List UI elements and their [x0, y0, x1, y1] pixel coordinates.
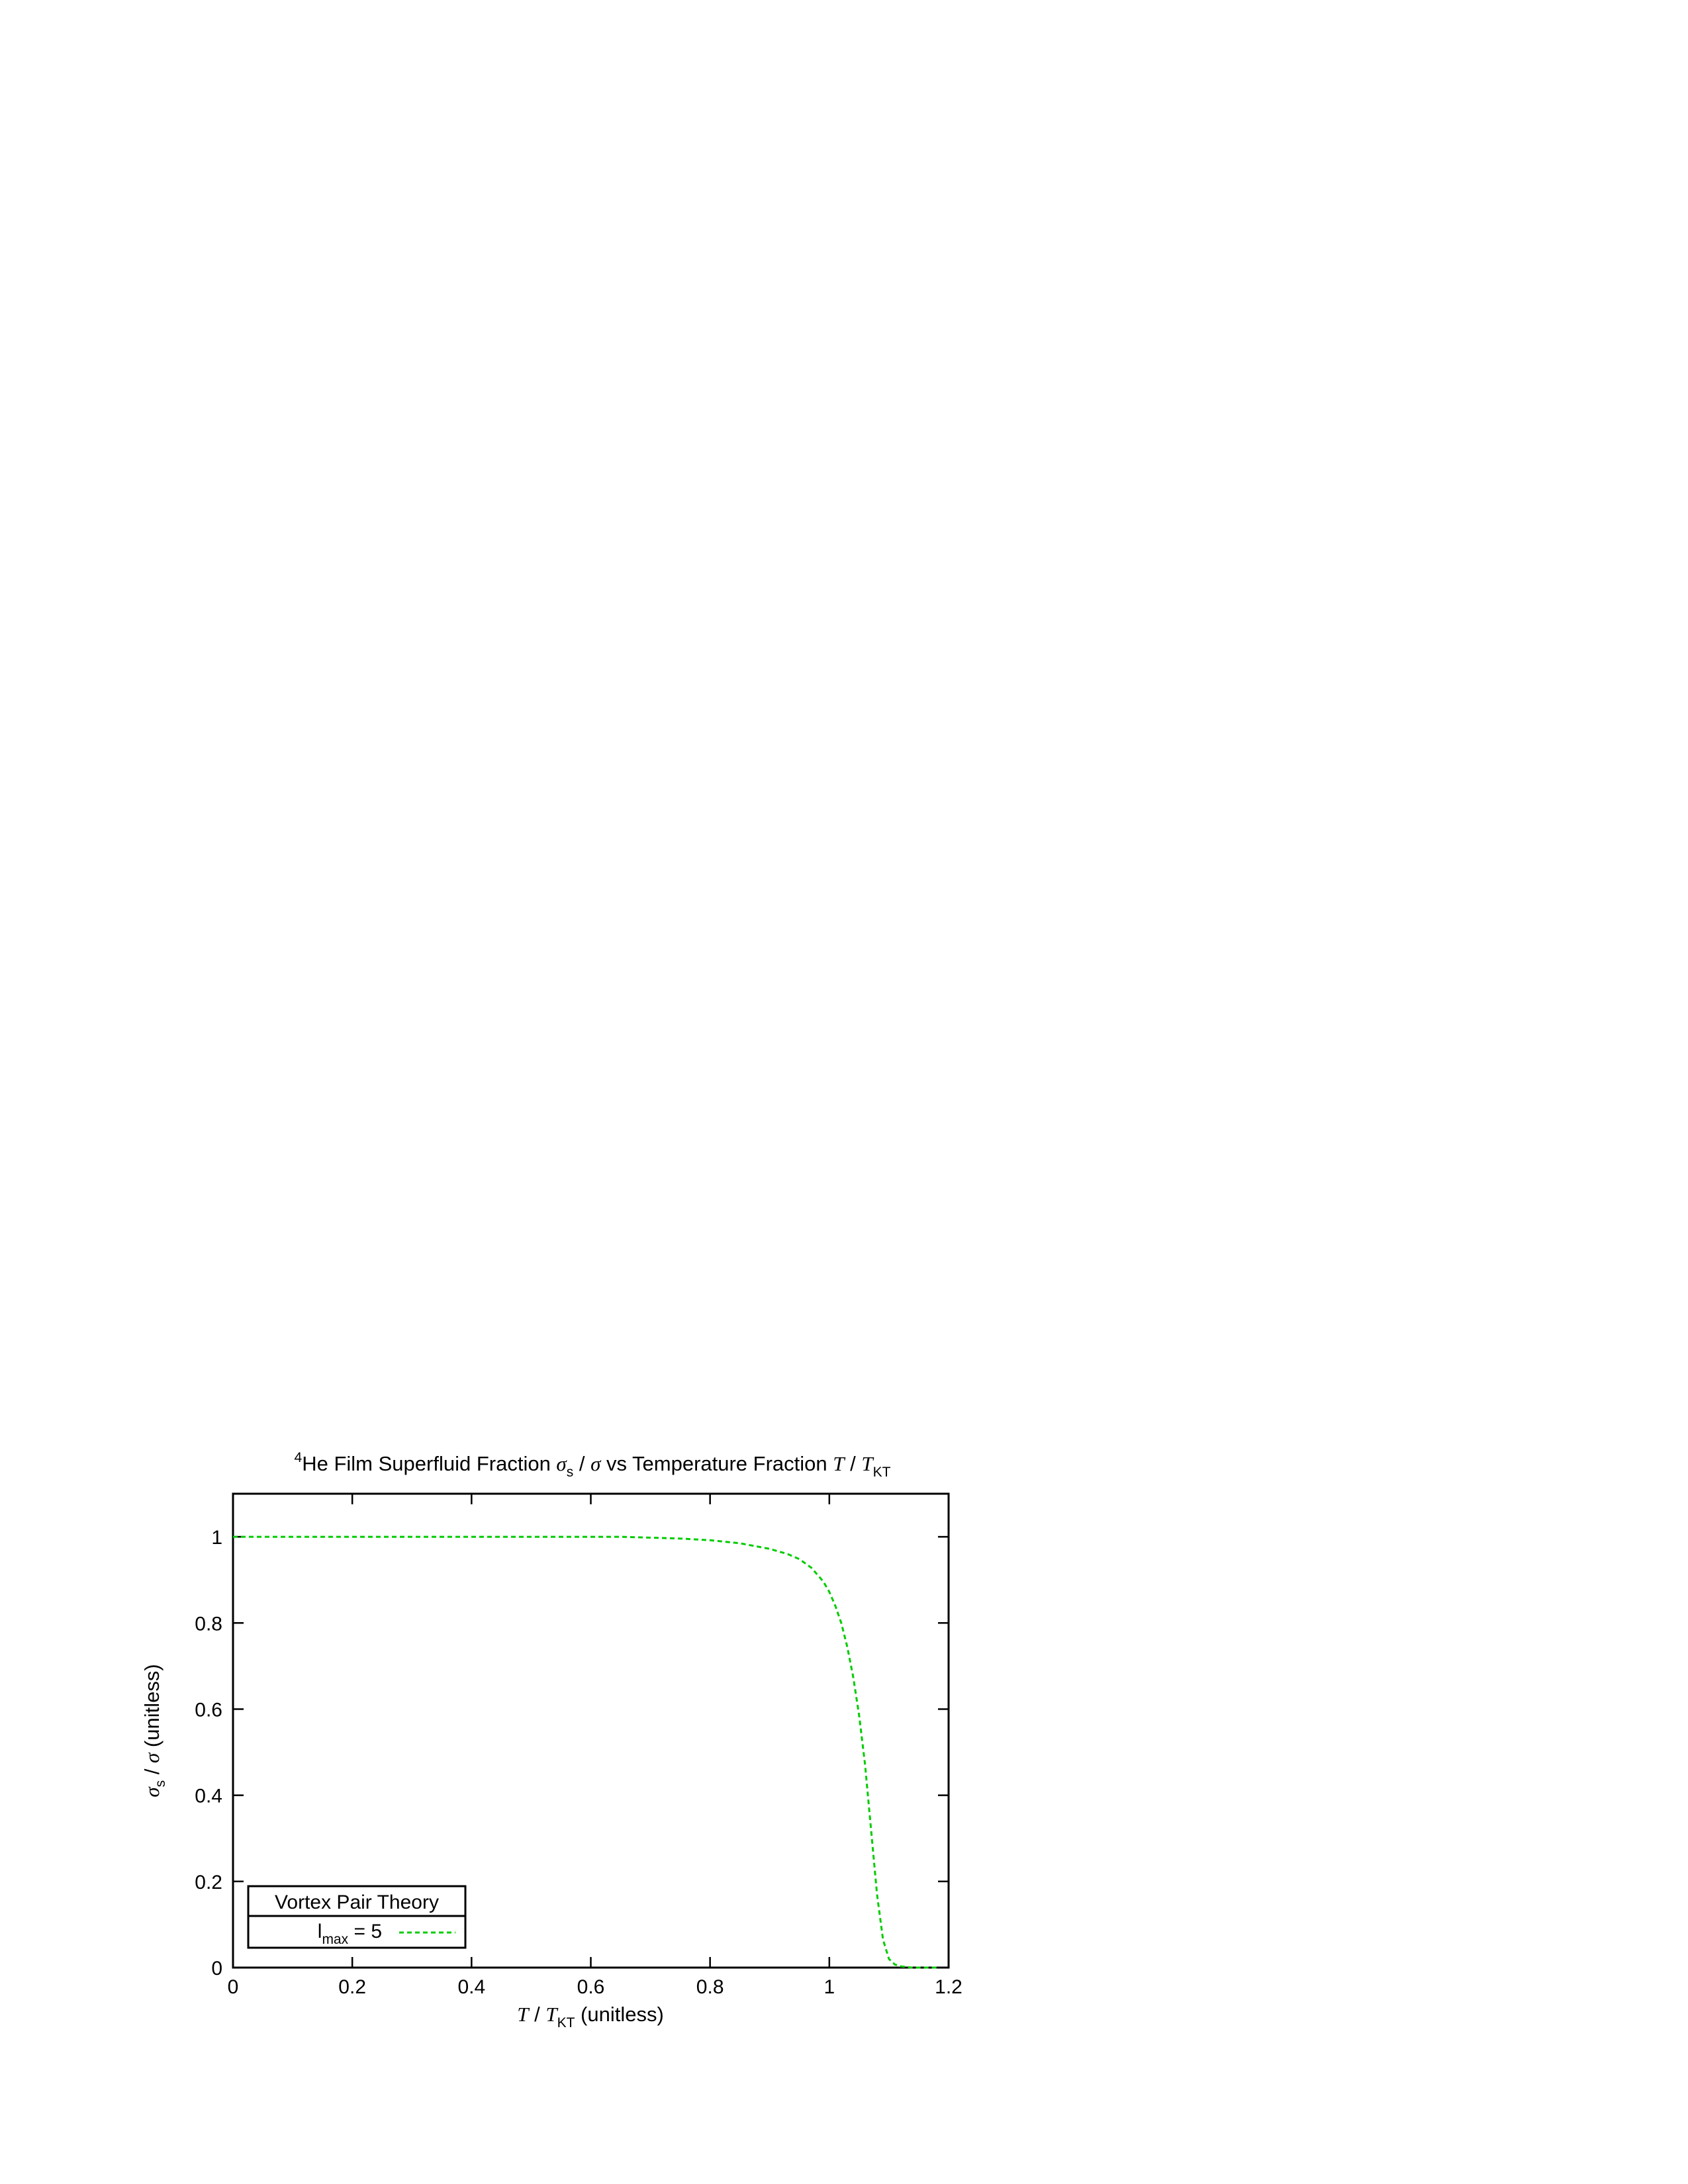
title-part4: /: [845, 1452, 862, 1475]
title-T2: T: [861, 1452, 874, 1475]
legend-label-main: l: [318, 1921, 322, 1942]
title-sup: 4: [295, 1450, 303, 1465]
x-tick-label: 0.8: [696, 1976, 724, 1998]
legend-title: Vortex Pair Theory: [275, 1891, 439, 1913]
x-axis-label: T / TKT (unitless): [517, 2003, 664, 2030]
title-sigma: σ: [556, 1452, 567, 1475]
title-T: T: [833, 1452, 846, 1475]
x-tick-label: 0.2: [338, 1976, 366, 1998]
y-tick-label: 0.8: [195, 1613, 222, 1635]
y-axis-ticks: 0 0.2 0.4 0.6 0.8 1: [195, 1527, 949, 1979]
title-part2: /: [573, 1452, 590, 1475]
title-sigma-sub: s: [567, 1465, 574, 1480]
title-sigma2: σ: [590, 1452, 602, 1475]
x-tick-label: 1.2: [935, 1976, 962, 1998]
legend: Vortex Pair Theory lmax = 5: [247, 1885, 467, 1949]
x-tick-label: 0.6: [577, 1976, 605, 1998]
title-T2-sub: KT: [873, 1465, 891, 1480]
legend-entry-label: lmax = 5: [318, 1921, 382, 1947]
chart-title: 4He Film Superfluid Fraction σs / σ vs T…: [295, 1450, 891, 1480]
x-tick-label: 1: [823, 1976, 835, 1998]
legend-label-sub: max: [322, 1932, 348, 1947]
legend-label-rest: = 5: [348, 1921, 382, 1942]
xlabel-sub: KT: [557, 2015, 575, 2030]
ylabel-slash: /: [140, 1763, 164, 1780]
x-tick-label: 0.4: [457, 1976, 485, 1998]
xlabel-T: T: [517, 2003, 530, 2026]
y-tick-label: 1: [211, 1527, 222, 1549]
xlabel-slash: /: [528, 2003, 545, 2026]
title-part1: He Film Superfluid Fraction: [302, 1452, 556, 1475]
ylabel-unit: (unitless): [140, 1664, 164, 1752]
y-axis-label: σs / σ (unitless): [140, 1664, 168, 1797]
y-tick-label: 0.2: [195, 1872, 222, 1893]
y-tick-label: 0.6: [195, 1699, 222, 1721]
x-axis-ticks: 0 0.2 0.4 0.6 0.8 1 1.2: [228, 1494, 962, 1998]
y-tick-label: 0: [211, 1958, 222, 1979]
ylabel-sigma: σ: [140, 1786, 164, 1797]
series-layer: [233, 1535, 937, 1969]
title-part3: vs Temperature Fraction: [600, 1452, 833, 1475]
y-tick-label: 0.4: [195, 1786, 222, 1807]
ylabel-sigma2: σ: [140, 1752, 164, 1763]
series-line-0: [233, 1535, 937, 1969]
xlabel-T2: T: [545, 2003, 559, 2026]
x-tick-label: 0: [228, 1976, 239, 1998]
xlabel-unit: (unitless): [575, 2003, 663, 2026]
ylabel-sub: s: [153, 1780, 168, 1788]
